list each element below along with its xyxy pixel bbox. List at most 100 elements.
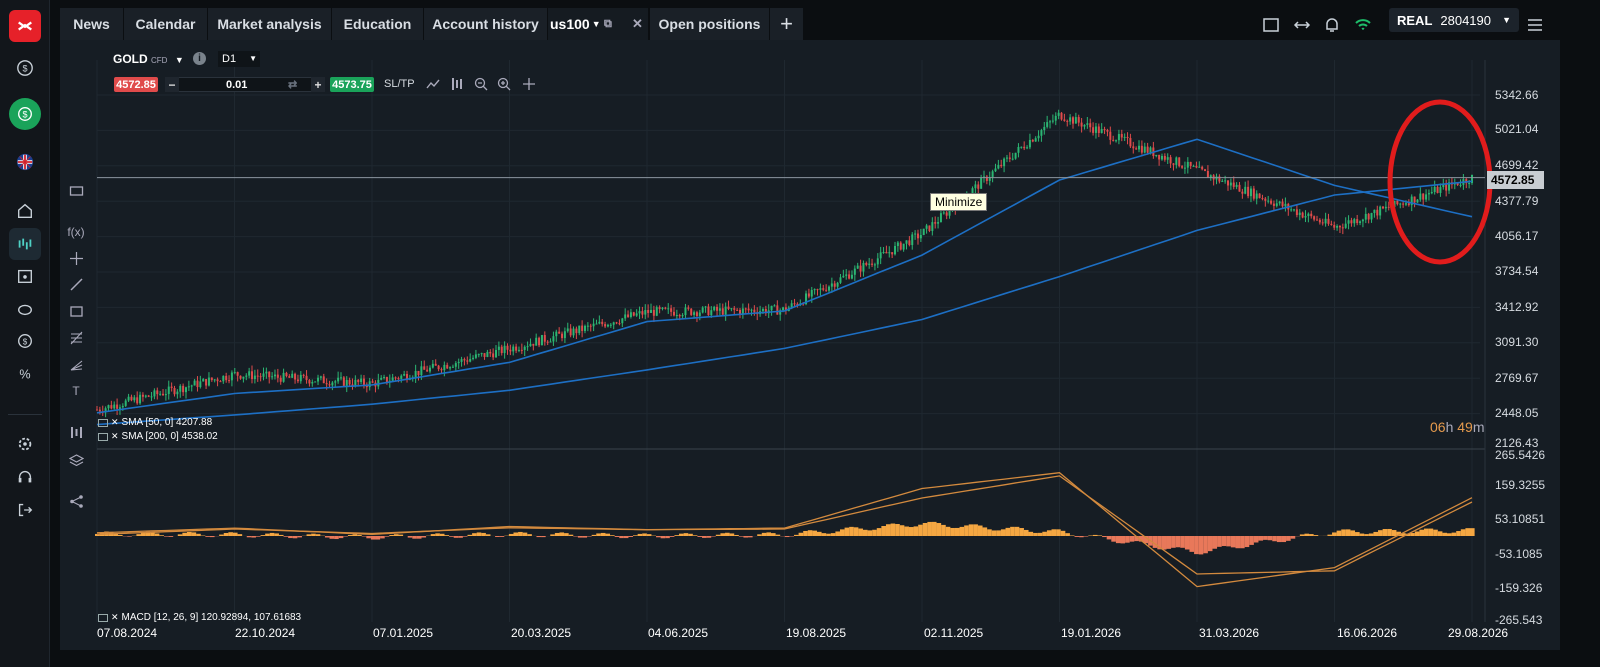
piggy-bank-icon[interactable] [9, 293, 41, 325]
indicators-icon[interactable] [64, 421, 88, 443]
date-axis-label: 29.08.2026 [1448, 626, 1509, 640]
chart-panel[interactable]: GOLD CFD ▼ i D1 ▼ 4572.85 − 0.01 ⇄ + 457… [60, 40, 1560, 650]
legend-close-icon[interactable]: ✕ [111, 417, 119, 427]
transfer-icon[interactable] [1293, 16, 1311, 34]
legend-settings-icon[interactable] [98, 432, 108, 441]
tab-account-history[interactable]: Account history [424, 8, 548, 40]
headset-icon[interactable] [9, 461, 41, 493]
coin-icon[interactable]: $ [9, 325, 41, 357]
home-icon[interactable] [9, 195, 41, 227]
legend-settings-icon[interactable] [98, 418, 108, 427]
add-tab-button[interactable]: + [770, 8, 804, 40]
candle-body [1198, 166, 1201, 168]
crosshair-move-icon[interactable] [522, 77, 536, 91]
line-chart-icon[interactable] [426, 78, 440, 90]
candle-body [641, 311, 644, 315]
menu-icon[interactable] [1526, 16, 1544, 34]
function-icon[interactable]: f(x) [67, 225, 85, 239]
tab-news[interactable]: News [60, 8, 124, 40]
tab-us100[interactable]: us100 ▼ ⧉ ✕ [548, 8, 649, 40]
settings-icon[interactable] [9, 428, 41, 460]
chart-icon[interactable] [9, 228, 41, 260]
candle-body [690, 308, 693, 315]
layers-icon[interactable] [64, 449, 88, 471]
swap-icon[interactable]: ⇄ [288, 79, 298, 91]
candle-body [342, 377, 345, 386]
candle-body [988, 177, 991, 181]
candle-body [736, 309, 739, 311]
timeframe-select[interactable]: D1 ▼ [218, 51, 260, 67]
candle-body [540, 335, 543, 346]
fibonacci-icon[interactable] [64, 327, 88, 349]
candle-body [239, 375, 242, 379]
logout-icon[interactable] [9, 494, 41, 526]
quantity-plus-button[interactable]: + [311, 77, 325, 92]
quantity-value[interactable]: 0.01 [226, 79, 248, 91]
legend-settings-icon[interactable] [98, 613, 108, 622]
tab-open-positions[interactable]: Open positions [650, 8, 770, 40]
rectangle-icon[interactable] [64, 300, 88, 322]
candle-body [285, 372, 288, 377]
screen-icon[interactable] [64, 180, 88, 202]
account-selector[interactable]: REAL 2804190 ▼ [1389, 8, 1519, 32]
percent-icon[interactable]: % [9, 358, 41, 390]
fullscreen-icon[interactable] [1262, 16, 1280, 34]
close-icon[interactable]: ✕ [632, 16, 643, 31]
candle-body [793, 303, 796, 305]
candle-body [1416, 199, 1419, 203]
macd-histogram-bar [964, 525, 969, 536]
crosshair-icon[interactable] [64, 247, 88, 269]
sltp-button[interactable]: SL/TP [384, 78, 415, 90]
macd-histogram-bar [274, 533, 279, 536]
text-tool-icon[interactable]: T [72, 384, 80, 398]
info-icon[interactable]: i [193, 52, 206, 65]
external-window-icon[interactable]: ⧉ [604, 17, 612, 30]
instrument-symbol[interactable]: GOLD CFD ▼ [113, 52, 184, 66]
macd-histogram-bar [1276, 535, 1282, 543]
zoom-in-icon[interactable] [497, 77, 511, 91]
price-axis-label: 4056.17 [1495, 229, 1539, 243]
candle-body [1011, 158, 1014, 160]
trendline-icon[interactable] [64, 273, 88, 295]
xtb-logo[interactable] [9, 10, 41, 42]
tab-calendar[interactable]: Calendar [124, 8, 208, 40]
legend-close-icon[interactable]: ✕ [111, 612, 119, 622]
candle-body [784, 307, 787, 312]
chevron-down-icon[interactable]: ▼ [591, 19, 601, 29]
sma200-legend[interactable]: ✕ SMA [200, 0] 4538.02 [98, 431, 218, 442]
macd-histogram-bar [255, 535, 261, 537]
uk-flag-icon[interactable] [9, 146, 41, 178]
candle-body [1178, 157, 1181, 167]
bell-icon[interactable] [1323, 16, 1341, 34]
tab-education[interactable]: Education [332, 8, 424, 40]
chart-canvas[interactable] [60, 40, 1560, 650]
tab-market-analysis[interactable]: Market analysis [208, 8, 332, 40]
chevron-down-icon[interactable]: ▼ [174, 55, 184, 65]
candle-body [1158, 154, 1161, 160]
sma50-legend[interactable]: ✕ SMA [50, 0] 4207.88 [98, 417, 212, 428]
zoom-out-icon[interactable] [474, 77, 488, 91]
share-icon[interactable] [64, 490, 88, 512]
macd-histogram-bar [389, 534, 394, 536]
candle-body [150, 396, 153, 398]
candle-body [420, 366, 423, 376]
quantity-minus-button[interactable]: − [165, 77, 179, 92]
buy-price-button[interactable]: 4573.75 [330, 77, 374, 92]
candle-body [345, 379, 348, 386]
macd-histogram-bar [1115, 535, 1121, 544]
macd-histogram-bar [1419, 529, 1425, 536]
legend-close-icon[interactable]: ✕ [111, 431, 119, 441]
dollar-icon[interactable]: $ [9, 52, 41, 84]
macd-legend[interactable]: ✕ MACD [12, 26, 9] 120.92894, 107.61683 [98, 612, 301, 623]
candle-body [693, 312, 696, 315]
calendar-icon[interactable] [9, 260, 41, 292]
macd-histogram-bar [1465, 528, 1471, 536]
pitchfork-icon[interactable] [64, 353, 88, 375]
macd-histogram-bar [950, 527, 955, 536]
sell-price-button[interactable]: 4572.85 [114, 77, 158, 92]
deposit-icon[interactable]: $ [9, 98, 41, 130]
quantity-stepper[interactable]: − 0.01 ⇄ + [165, 77, 325, 92]
candle-body [305, 375, 308, 381]
candles-icon[interactable] [450, 77, 464, 91]
macd-histogram-bar [412, 535, 417, 539]
